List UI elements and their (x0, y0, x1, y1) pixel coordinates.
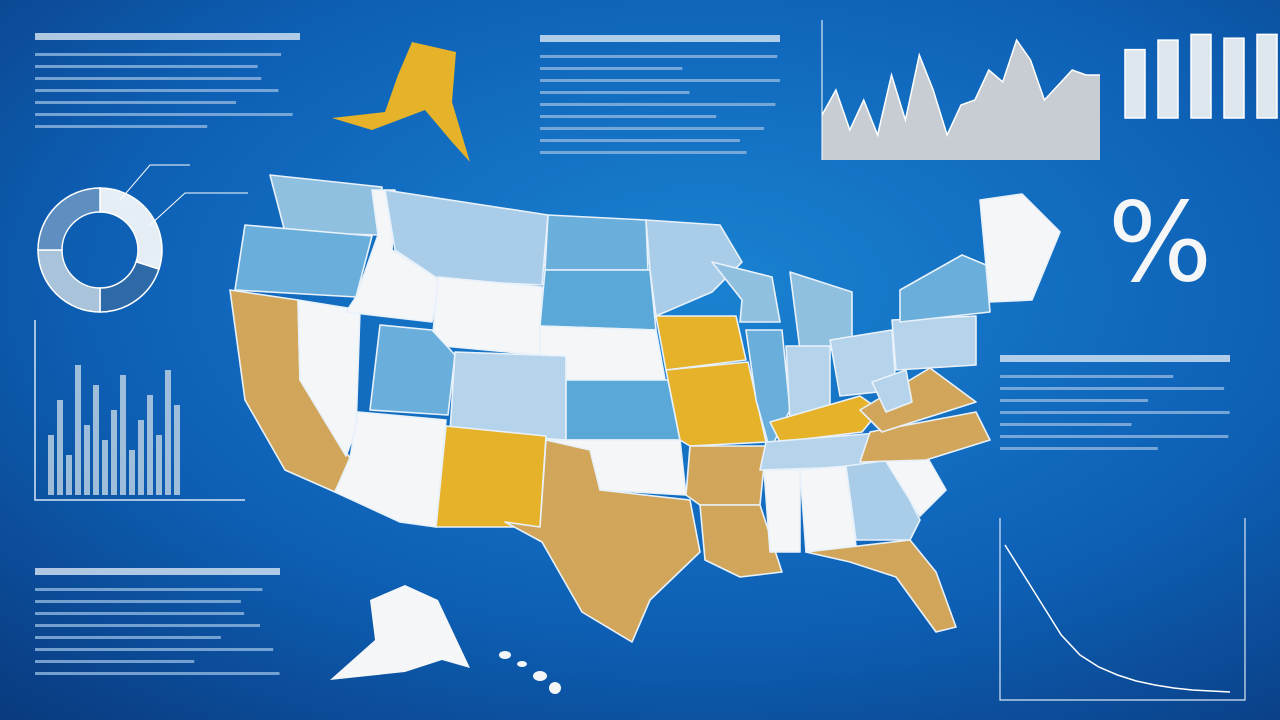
text-line (35, 624, 261, 627)
text-line (35, 672, 280, 675)
bar (1157, 39, 1179, 119)
bar (120, 375, 126, 495)
state (699, 504, 783, 578)
percent-icon: % (1108, 178, 1213, 306)
text-line (35, 33, 300, 40)
line (1004, 544, 1231, 693)
bar (1190, 33, 1212, 119)
state (565, 379, 681, 441)
text-line (35, 660, 195, 663)
percent-symbol: % (1108, 178, 1213, 306)
bar (48, 435, 54, 495)
bar (147, 395, 153, 495)
donut-segment (37, 187, 101, 251)
state (685, 445, 767, 506)
text-line (35, 636, 221, 639)
bar (102, 440, 108, 495)
text-line (540, 67, 683, 70)
state (645, 219, 743, 317)
text-line (1000, 435, 1229, 438)
bar (156, 435, 162, 495)
alaska (332, 42, 470, 162)
state (334, 411, 447, 528)
text-line (1000, 423, 1132, 426)
leader-line (149, 192, 248, 226)
state (504, 439, 701, 643)
text-line (35, 588, 263, 591)
bar (66, 455, 72, 495)
state (369, 324, 456, 416)
state (431, 276, 543, 356)
bar (1124, 48, 1146, 119)
state (449, 351, 567, 441)
bar (1223, 37, 1245, 119)
state (763, 469, 801, 553)
text-line (35, 65, 258, 68)
bar (165, 370, 171, 495)
bar (84, 425, 90, 495)
state (539, 269, 657, 331)
bar (129, 450, 135, 495)
us-map (229, 42, 1061, 694)
text-line (1000, 399, 1149, 402)
bar (57, 400, 63, 495)
bar (93, 385, 99, 495)
state (665, 361, 767, 447)
text-line (1000, 411, 1230, 414)
line (821, 38, 1100, 138)
text-line (35, 89, 279, 92)
bar (174, 405, 180, 495)
state (859, 411, 991, 463)
bar (111, 410, 117, 495)
text-line (540, 151, 747, 154)
text-line (1000, 375, 1174, 378)
text-line (35, 113, 293, 116)
mini-charts (34, 20, 1278, 701)
text-line (540, 127, 765, 130)
text-line (540, 35, 780, 42)
text-line (540, 55, 778, 58)
text-line (1000, 355, 1230, 362)
state (435, 425, 547, 528)
text-line (540, 139, 740, 142)
text-line (35, 568, 280, 575)
text-line (540, 91, 690, 94)
bar (75, 365, 81, 495)
state (805, 539, 957, 633)
text-line (35, 125, 208, 128)
text-line (1000, 387, 1225, 390)
text-line (35, 77, 262, 80)
state (544, 214, 649, 271)
axis (34, 320, 245, 501)
state (234, 224, 373, 298)
state (891, 315, 977, 371)
text-line (35, 53, 282, 56)
text-blocks (35, 33, 1230, 675)
text-line (1000, 447, 1158, 450)
hawaii (499, 651, 561, 694)
area (822, 40, 1100, 160)
state (711, 261, 781, 323)
text-line (540, 79, 780, 82)
text-line (35, 612, 245, 615)
text-line (35, 101, 237, 104)
bar (1256, 33, 1278, 119)
axis (999, 518, 1246, 701)
text-line (35, 648, 274, 651)
text-line (35, 600, 241, 603)
alaska (330, 585, 470, 680)
bar (138, 420, 144, 495)
leader-line (119, 164, 190, 201)
state (871, 369, 913, 413)
state (979, 193, 1061, 303)
state (655, 315, 747, 371)
text-line (540, 115, 717, 118)
text-line (540, 103, 776, 106)
